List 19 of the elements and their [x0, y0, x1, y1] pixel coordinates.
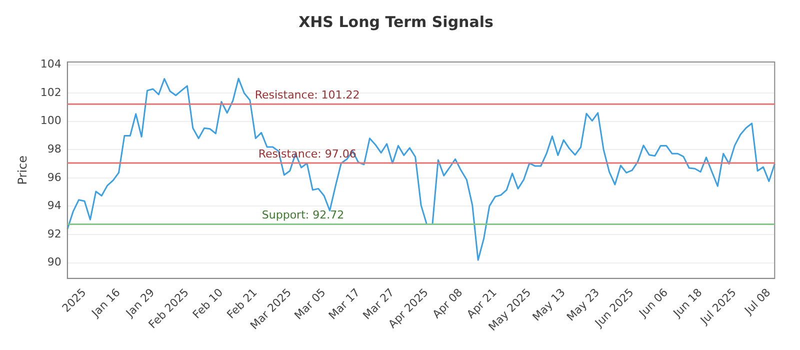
- x-tick-label: Jan 16: [88, 286, 123, 320]
- x-tick-label: Mar 17: [326, 286, 362, 322]
- x-tick-label: Mar 05: [292, 286, 328, 322]
- ref-line-label: Support: 92.72: [262, 208, 344, 222]
- y-tick-label: 94: [47, 199, 62, 212]
- y-tick-label: 102: [40, 86, 62, 99]
- ref-line-label: Resistance: 101.22: [254, 88, 360, 102]
- y-axis-title: Price: [15, 156, 30, 185]
- x-tick-label: Jun 06: [636, 286, 670, 320]
- y-tick-label: 92: [47, 227, 62, 240]
- chart-title: XHS Long Term Signals: [298, 12, 494, 31]
- x-tick-label: Jul 08: [741, 286, 774, 318]
- x-tick-label: Feb 10: [190, 286, 226, 322]
- y-tick-label: 96: [47, 170, 62, 184]
- y-tick-label: 98: [47, 142, 62, 156]
- y-tick-label: 100: [40, 114, 62, 128]
- y-tick-label: 90: [47, 256, 62, 269]
- y-tick-label: 104: [40, 58, 62, 71]
- x-tick-label: Apr 08: [430, 286, 466, 321]
